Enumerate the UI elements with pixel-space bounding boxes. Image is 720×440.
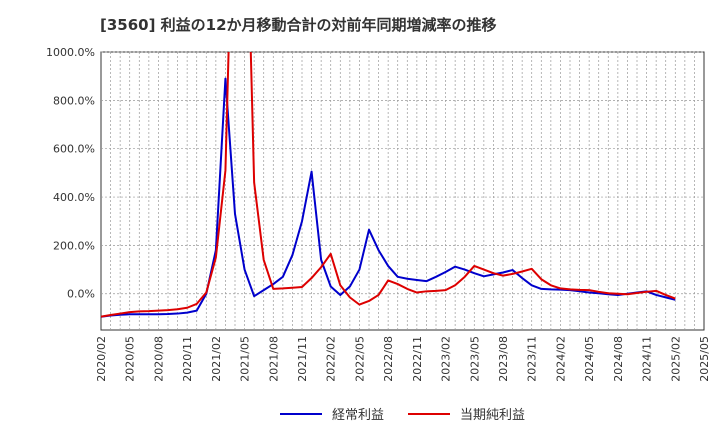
x-tick-label: 2022/02 <box>325 336 338 382</box>
x-tick-label: 2023/02 <box>440 336 453 382</box>
y-tick-label: 1000.0% <box>46 46 95 59</box>
x-tick-label: 2020/02 <box>95 336 108 382</box>
series-line-ordinary-profit <box>101 77 676 318</box>
x-tick-label: 2023/05 <box>468 336 481 382</box>
x-tick-label: 2024/05 <box>583 336 596 382</box>
legend-item-net-profit: 当期純利益 <box>408 404 525 423</box>
y-tick-label: 200.0% <box>53 239 95 252</box>
x-tick-label: 2020/11 <box>181 336 194 382</box>
x-tick-label: 2023/11 <box>526 336 539 382</box>
plot-area <box>100 51 705 331</box>
x-tick-label: 2020/05 <box>124 336 137 382</box>
x-tick-label: 2020/08 <box>152 336 165 382</box>
legend-label: 当期純利益 <box>460 408 526 423</box>
chart-legend: 経常利益 当期純利益 <box>0 404 720 428</box>
x-tick-label: 2024/08 <box>612 336 625 382</box>
legend-label: 経常利益 <box>332 408 385 423</box>
x-tick-label: 2021/05 <box>239 336 252 382</box>
x-tick-label: 2025/05 <box>698 336 711 382</box>
x-tick-label: 2024/11 <box>641 336 654 382</box>
legend-item-ordinary-profit: 経常利益 <box>280 404 384 423</box>
y-tick-label: 600.0% <box>53 143 95 156</box>
x-tick-label: 2022/05 <box>353 336 366 382</box>
y-tick-label: 800.0% <box>53 94 95 107</box>
y-tick-label: 400.0% <box>53 191 95 204</box>
x-tick-label: 2023/08 <box>497 336 510 382</box>
x-tick-label: 2021/11 <box>296 336 309 382</box>
x-tick-label: 2025/02 <box>669 336 682 382</box>
series-line-net-profit <box>101 52 676 318</box>
legend-swatch <box>408 412 450 415</box>
y-tick-label: 0.0% <box>67 288 95 301</box>
x-tick-label: 2021/08 <box>267 336 280 382</box>
legend-swatch <box>280 412 322 415</box>
chart-title: [3560] 利益の12か月移動合計の対前年同期増減率の推移 <box>100 16 497 34</box>
x-tick-label: 2021/02 <box>210 336 223 382</box>
x-tick-label: 2024/02 <box>554 336 567 382</box>
x-tick-label: 2022/08 <box>382 336 395 382</box>
x-tick-label: 2022/11 <box>411 336 424 382</box>
